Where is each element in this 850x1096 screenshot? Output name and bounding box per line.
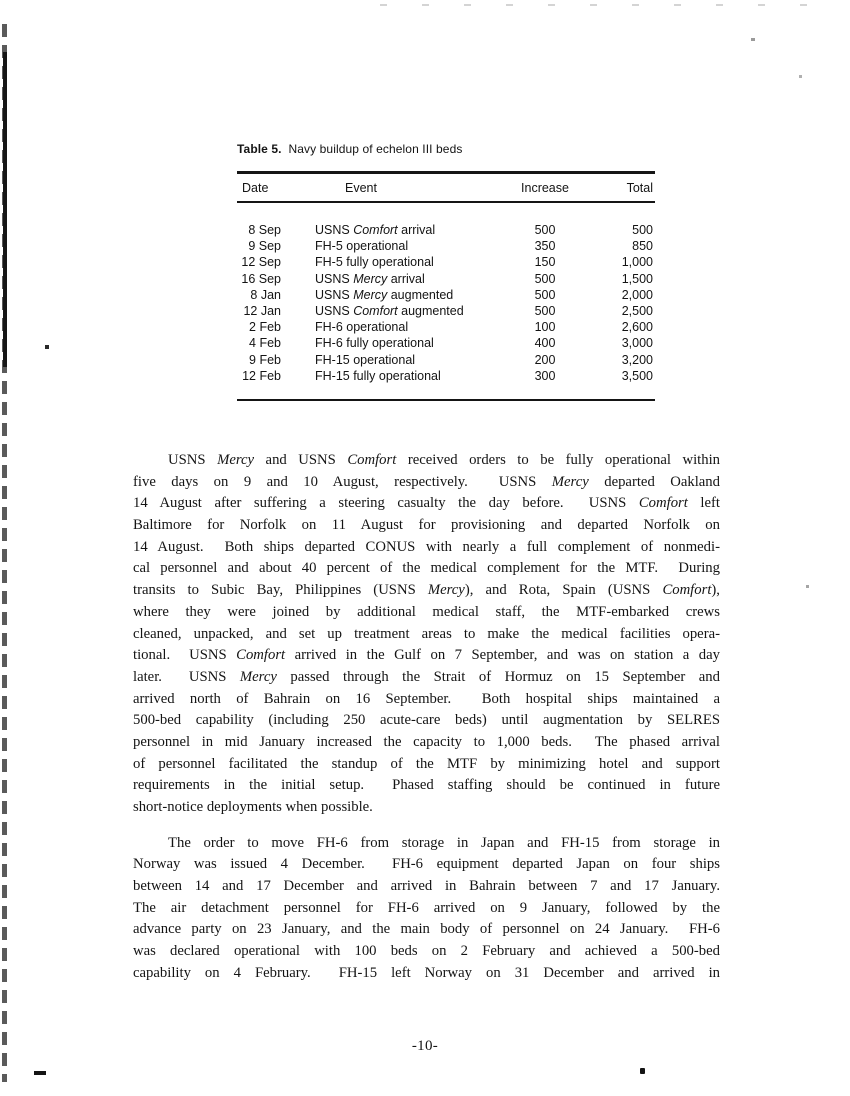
page-number: -10- bbox=[411, 1038, 439, 1054]
table-row: 16 Sep USNS Mercy arrival 500 1,500 bbox=[237, 271, 655, 287]
date-cell: 16 Sep bbox=[241, 271, 281, 286]
table-body: 8 Sep USNS Comfort arrival 500 500 9 Sep FH-5… bbox=[237, 202, 655, 400]
text-line: USNS Mercy and USNS Comfort received ord… bbox=[168, 452, 720, 468]
increase-cell: 400 bbox=[534, 336, 556, 351]
total-cell: 3,000 bbox=[621, 336, 653, 351]
event-cell: FH-15 fully operational bbox=[315, 368, 441, 383]
table-row: 12 Jan USNS Comfort augmented 500 2,500 bbox=[237, 303, 655, 319]
date-column-header: Date bbox=[237, 172, 315, 203]
scan-speck bbox=[799, 75, 802, 78]
scan-speck bbox=[751, 38, 755, 41]
event-cell: USNS Mercy arrival bbox=[315, 271, 425, 286]
date-cell: 8 Jan bbox=[250, 287, 281, 302]
date-cell: 9 Sep bbox=[248, 239, 281, 254]
table-row: 12 Sep FH-5 fully operational 150 1,000 bbox=[237, 254, 655, 270]
table-row: 8 Sep USNS Comfort arrival 500 500 bbox=[237, 202, 655, 238]
table-row: 4 Feb FH-6 fully operational 400 3,000 bbox=[237, 335, 655, 351]
text-line: cal personnel and about 40 percent of th… bbox=[133, 560, 720, 577]
table-row: 9 Feb FH-15 operational 200 3,200 bbox=[237, 352, 655, 368]
scan-speck bbox=[34, 1071, 46, 1075]
event-cell: FH-6 operational bbox=[315, 320, 409, 335]
date-cell: 12 Feb bbox=[242, 368, 281, 383]
total-cell: 1,500 bbox=[621, 271, 653, 286]
total-cell: 2,500 bbox=[621, 304, 653, 319]
date-cell: 12 Jan bbox=[243, 304, 281, 319]
total-column-header: Total bbox=[580, 172, 655, 203]
text-line: The order to move FH-6 from storage in J… bbox=[168, 834, 720, 851]
text-line: personnel in mid January increased the c… bbox=[133, 733, 720, 750]
text-line: requirements in the initial setup. Phase… bbox=[133, 777, 720, 794]
table-caption: Table 5. Navy buildup of echelon III bed… bbox=[237, 142, 655, 156]
text-line: 500-bed capability (including 250 acute-… bbox=[133, 712, 720, 729]
paragraph: The order to move FH-6 from storage in J… bbox=[133, 833, 720, 985]
total-cell: 3,200 bbox=[621, 352, 653, 367]
text-line: 14 August after suffering a steering cas… bbox=[133, 495, 720, 512]
navy-buildup-table: Date Event Increase Total 8 Sep USNS Comfort… bbox=[237, 171, 655, 402]
increase-cell: 150 bbox=[534, 255, 556, 270]
table-caption-title: Navy buildup of echelon III beds bbox=[288, 142, 463, 156]
date-cell: 9 Feb bbox=[249, 352, 281, 367]
total-cell: 2,600 bbox=[621, 320, 653, 335]
event-cell: USNS Comfort augmented bbox=[315, 304, 464, 319]
date-cell: 8 Sep bbox=[248, 223, 281, 237]
text-line: capability on 4 February. FH-15 left Nor… bbox=[133, 964, 720, 981]
increase-cell: 500 bbox=[534, 304, 556, 319]
event-cell: FH-5 operational bbox=[315, 239, 409, 254]
total-cell: 850 bbox=[632, 239, 653, 254]
scan-edge-artifact bbox=[2, 24, 7, 1082]
date-cell: 2 Feb bbox=[249, 320, 281, 335]
text-line: where they were joined by additional med… bbox=[133, 603, 720, 620]
increase-cell: 350 bbox=[534, 239, 556, 254]
total-cell: 1,000 bbox=[621, 255, 653, 270]
text-line: advance party on 23 January, and the mai… bbox=[133, 921, 720, 938]
total-cell: 500 bbox=[632, 223, 653, 237]
increase-cell: 500 bbox=[534, 287, 556, 302]
increase-cell: 100 bbox=[534, 320, 556, 335]
paragraphs: USNS Mercy and USNS Comfort received ord… bbox=[133, 450, 720, 985]
increase-cell: 300 bbox=[534, 368, 556, 383]
text-line: of personnel facilitated the standup of … bbox=[133, 755, 720, 772]
table-row: 2 Feb FH-6 operational 100 2,600 bbox=[237, 319, 655, 335]
event-cell: USNS Comfort arrival bbox=[315, 223, 436, 237]
text-line: between 14 and 17 December and arrived i… bbox=[133, 878, 720, 895]
scan-speck bbox=[640, 1068, 645, 1074]
text-line: later. USNS Mercy passed through the Str… bbox=[133, 668, 720, 685]
scan-speck bbox=[45, 345, 49, 349]
text-line: cleaned, unpacked, and set up treatment … bbox=[133, 625, 720, 642]
date-cell: 12 Sep bbox=[241, 255, 281, 270]
date-cell: 4 Feb bbox=[249, 336, 281, 351]
event-cell: USNS Mercy augmented bbox=[315, 287, 454, 302]
text-line: transits to Subic Bay, Philippines (USNS… bbox=[133, 582, 720, 599]
increase-column-header: Increase bbox=[510, 172, 580, 203]
text-line: 14 August. Both ships departed CONUS wit… bbox=[133, 538, 720, 555]
event-cell: FH-15 operational bbox=[315, 352, 416, 367]
scan-speck bbox=[806, 585, 809, 588]
increase-cell: 200 bbox=[534, 352, 556, 367]
table-header-row: Date Event Increase Total bbox=[237, 172, 655, 203]
increase-cell: 500 bbox=[534, 271, 556, 286]
table-5-section: Table 5. Navy buildup of echelon III bed… bbox=[237, 142, 655, 402]
table-row: 12 Feb FH-15 fully operational 300 3,500 bbox=[237, 368, 655, 400]
table-row: 8 Jan USNS Mercy augmented 500 2,000 bbox=[237, 287, 655, 303]
text-line: tional. USNS Comfort arrived in the Gulf… bbox=[133, 647, 720, 664]
table-row: 9 Sep FH-5 operational 350 850 bbox=[237, 238, 655, 254]
scan-edge-artifact-solid bbox=[3, 52, 7, 367]
text-line: five days on 9 and 10 August, respective… bbox=[133, 473, 720, 490]
text-line: was declared operational with 100 beds o… bbox=[133, 943, 720, 960]
event-cell: FH-5 fully operational bbox=[315, 255, 434, 270]
event-cell: FH-6 fully operational bbox=[315, 336, 434, 351]
table-caption-number: Table 5. bbox=[237, 142, 282, 156]
text-line: Baltimore for Norfolk on 11 August for p… bbox=[133, 517, 720, 534]
scan-top-noise bbox=[380, 4, 840, 6]
text-line: arrived north of Bahrain on 16 September… bbox=[133, 690, 720, 707]
paragraph: USNS Mercy and USNS Comfort received ord… bbox=[133, 450, 720, 819]
text-line: short-notice deployments when possible. bbox=[133, 799, 373, 815]
text-line: Norway was issued 4 December. FH-6 equip… bbox=[133, 856, 720, 873]
text-line: The air detachment personnel for FH-6 ar… bbox=[133, 899, 720, 916]
total-cell: 3,500 bbox=[621, 368, 653, 383]
increase-cell: 500 bbox=[534, 223, 556, 237]
total-cell: 2,000 bbox=[621, 287, 653, 302]
event-column-header: Event bbox=[315, 172, 510, 203]
